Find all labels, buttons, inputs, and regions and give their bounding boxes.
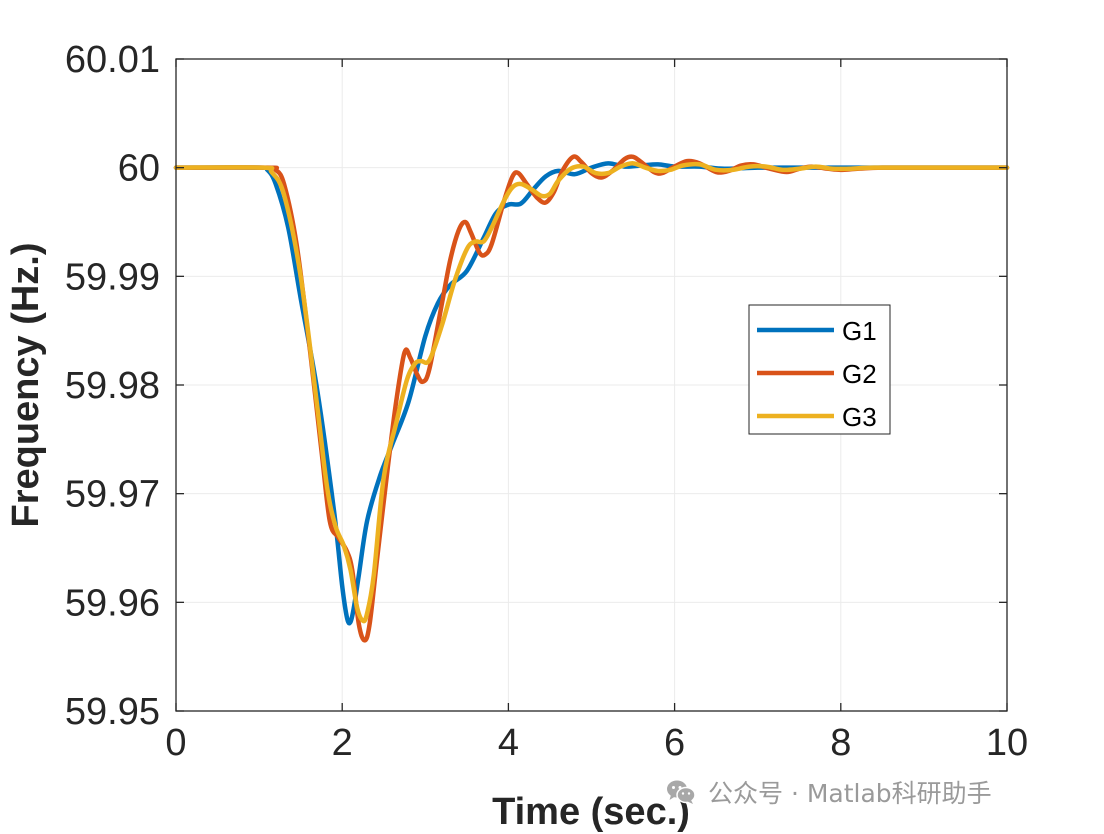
x-tick-label: 2 bbox=[332, 722, 353, 764]
x-tick-label: 8 bbox=[830, 722, 851, 764]
watermark-text: 公众号 · Matlab科研助手 bbox=[708, 779, 992, 808]
x-tick-label: 0 bbox=[165, 722, 186, 764]
x-tick-label: 10 bbox=[986, 722, 1028, 764]
legend-label-g1: G1 bbox=[842, 316, 877, 346]
y-tick-label: 59.95 bbox=[65, 691, 160, 733]
y-tick-label: 59.96 bbox=[65, 582, 160, 624]
axis-ticks bbox=[175, 58, 1008, 712]
x-tick-label: 6 bbox=[664, 722, 685, 764]
y-tick-label: 60 bbox=[118, 148, 160, 190]
y-tick-label: 59.97 bbox=[65, 474, 160, 516]
legend-box bbox=[748, 304, 891, 435]
x-tick-label: 4 bbox=[498, 722, 519, 764]
legend-label-g3: G3 bbox=[842, 402, 877, 432]
x-axis-title: Time (sec.) bbox=[492, 791, 690, 833]
y-tick-label: 59.98 bbox=[65, 365, 160, 407]
legend: G1 G2 G3 bbox=[748, 304, 891, 435]
series-line-g3 bbox=[173, 161, 1010, 624]
wechat-icon bbox=[667, 780, 696, 804]
tick-labels: 0 2 4 6 8 10 59.95 59.96 59.97 59.98 59.99 60 60.01 bbox=[65, 39, 1028, 764]
watermark: 公众号 · Matlab科研助手 bbox=[666, 774, 992, 810]
series-layer bbox=[173, 154, 1010, 643]
y-axis-title: Frequency (Hz.) bbox=[5, 242, 47, 527]
y-tick-label: 59.99 bbox=[65, 256, 160, 298]
legend-label-g2: G2 bbox=[842, 359, 877, 389]
y-tick-label: 60.01 bbox=[65, 39, 160, 81]
